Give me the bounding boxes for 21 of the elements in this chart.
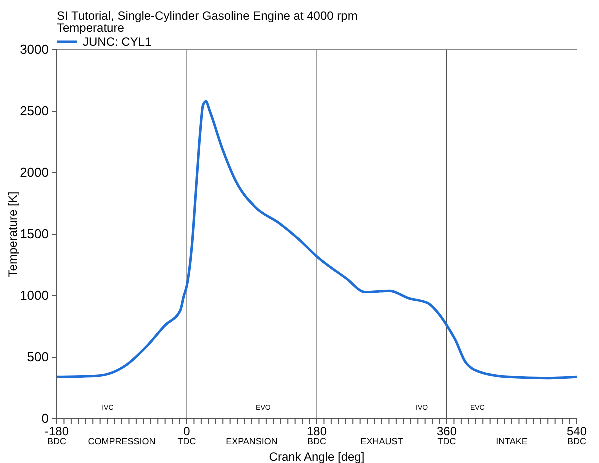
- x-tick-label: COMPRESSION: [88, 436, 156, 446]
- y-tick-label: 2500: [20, 104, 49, 119]
- x-tick-label: 180 BDC: [306, 424, 328, 446]
- y-tick-label: 3000: [20, 42, 49, 58]
- y-tick-label: 500: [27, 350, 49, 365]
- y-axis-title: Temperature [K]: [6, 192, 20, 278]
- x-tick-label: 360 TDC: [436, 424, 458, 446]
- chart-subtitle: Temperature: [57, 21, 125, 35]
- x-tick-label: 540 BDC: [566, 424, 588, 446]
- x-tick-label: EXPANSION: [226, 436, 278, 446]
- line-series: [56, 100, 578, 380]
- x-tick-label: -180 BDC: [44, 424, 70, 446]
- legend-label: JUNC: CYL1: [83, 35, 152, 49]
- chart-title: SI Tutorial, Single-Cylinder Gasoline Engine at 4000 rpm: [57, 9, 358, 23]
- x-tick-label: EXHAUST: [360, 436, 404, 446]
- x-tick-label: INTAKE: [496, 436, 528, 446]
- y-tick-label: 0: [42, 411, 49, 426]
- y-tick-label: 1500: [20, 226, 49, 242]
- x-tick-label: 0 TDC: [178, 424, 197, 446]
- y-tick-label: 2000: [20, 165, 49, 180]
- y-tick-label: 1000: [20, 288, 49, 304]
